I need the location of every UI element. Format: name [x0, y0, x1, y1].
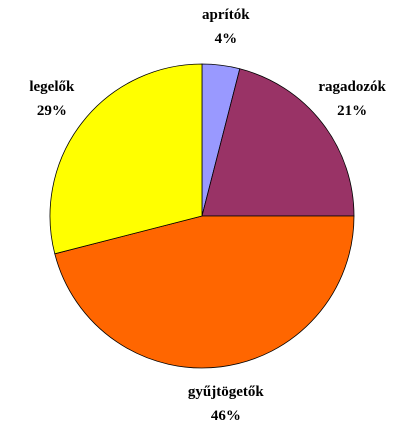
slice-label: gyűjtögetők — [188, 384, 264, 400]
slice-label: ragadozók — [318, 79, 386, 95]
pie-slice — [49, 63, 203, 255]
slice-label: aprítók — [202, 7, 250, 23]
slice-value-label: 29% — [37, 103, 67, 119]
slice-value-label: 4% — [215, 31, 238, 47]
slice-label: legelők — [29, 79, 75, 95]
slice-value-label: 21% — [337, 103, 367, 119]
pie-slice — [54, 215, 355, 369]
slice-value-label: 46% — [211, 408, 241, 421]
pie-slice — [201, 68, 355, 217]
